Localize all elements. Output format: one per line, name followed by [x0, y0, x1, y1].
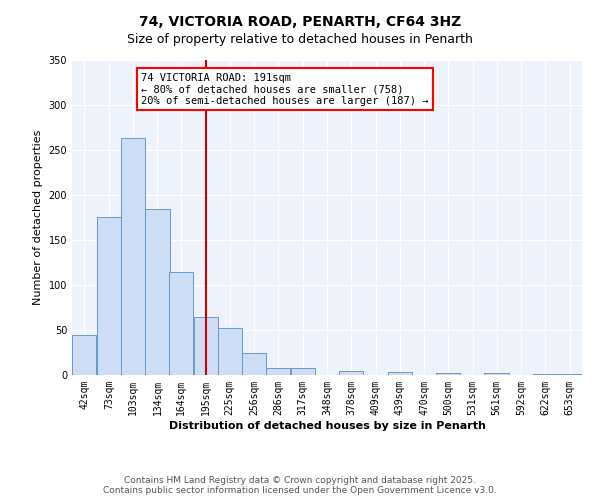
Y-axis label: Number of detached properties: Number of detached properties	[33, 130, 43, 305]
Bar	[533, 374, 557, 375]
Bar	[218, 328, 242, 375]
Bar	[145, 208, 170, 375]
Bar	[72, 336, 97, 375]
Text: 74 VICTORIA ROAD: 191sqm
← 80% of detached houses are smaller (758)
20% of semi-: 74 VICTORIA ROAD: 191sqm ← 80% of detach…	[141, 72, 428, 106]
Bar	[290, 368, 315, 375]
Text: Contains HM Land Registry data © Crown copyright and database right 2025.
Contai: Contains HM Land Registry data © Crown c…	[103, 476, 497, 495]
Bar	[194, 316, 218, 375]
Bar	[484, 373, 509, 375]
X-axis label: Distribution of detached houses by size in Penarth: Distribution of detached houses by size …	[169, 420, 485, 430]
Bar	[97, 216, 121, 375]
Bar	[266, 368, 290, 375]
Text: Size of property relative to detached houses in Penarth: Size of property relative to detached ho…	[127, 32, 473, 46]
Bar	[169, 272, 193, 375]
Bar	[436, 373, 460, 375]
Text: 74, VICTORIA ROAD, PENARTH, CF64 3HZ: 74, VICTORIA ROAD, PENARTH, CF64 3HZ	[139, 15, 461, 29]
Bar	[242, 352, 266, 375]
Bar	[388, 372, 412, 375]
Bar	[557, 374, 582, 375]
Bar	[339, 372, 364, 375]
Bar	[121, 138, 145, 375]
